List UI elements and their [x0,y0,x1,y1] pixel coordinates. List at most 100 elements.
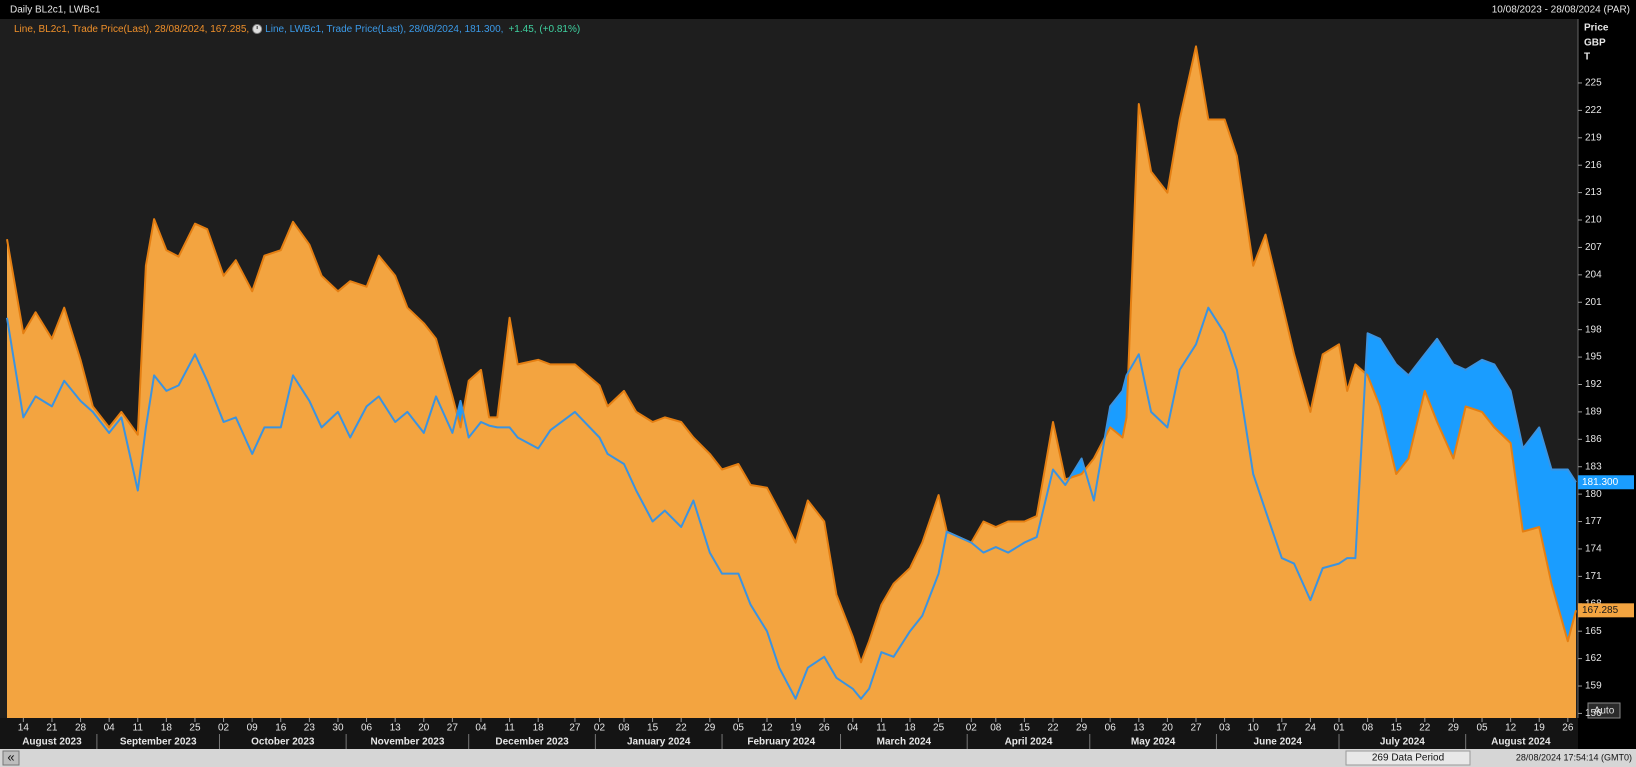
month-label: June 2024 [1254,737,1303,748]
plot-layer [6,45,1577,718]
month-label: August 2023 [22,737,82,748]
month-label: July 2024 [1380,737,1425,748]
timestamp: 28/08/2024 17:54:14 (GMT0) [1516,752,1632,762]
x-tick-label: 06 [361,723,373,734]
x-tick-label: 08 [618,723,630,734]
chart-title: Daily BL2c1, LWBc1 [10,5,101,16]
x-tick-label: 18 [161,723,173,734]
x-tick-label: 11 [504,723,515,734]
nav-button-label[interactable]: « [7,749,14,764]
change-label: +1.45, (+0.81%) [508,24,580,35]
x-tick-label: 28 [75,723,87,734]
y-tick-label: 165 [1585,626,1602,637]
y-tick-label: 162 [1585,653,1602,664]
x-tick-label: 06 [1105,723,1117,734]
x-tick-label: 09 [247,723,259,734]
y-tick-label: 186 [1585,434,1602,445]
nav-button[interactable] [2,750,20,766]
x-tick-label: 05 [1476,723,1488,734]
x-tick-label: 03 [1219,723,1231,734]
y-tick-label: 159 [1585,681,1602,692]
x-tick-label: 02 [594,723,606,734]
y-tick-label: 213 [1585,187,1602,198]
x-tick-label: 20 [418,723,430,734]
data-period-box [1345,750,1471,766]
last-value-tag [1578,475,1634,490]
y-tick-label: 195 [1585,352,1602,363]
x-tick-label: 15 [1391,723,1403,734]
month-label: August 2024 [1491,737,1551,748]
x-tick-label: 22 [676,723,688,734]
x-tick-label: 18 [904,723,916,734]
x-tick-label: 04 [475,723,487,734]
y-tick-label: 171 [1585,571,1602,582]
x-tick-label: 04 [104,723,116,734]
y-tick-label: 216 [1585,160,1602,171]
x-tick-label: 29 [1448,723,1460,734]
x-tick-label: 23 [304,723,316,734]
series-line [6,306,1577,700]
y-tick-label: 183 [1585,461,1602,472]
x-tick-label: 15 [647,723,659,734]
last-value-label: 181.300 [1582,477,1619,488]
month-label: November 2023 [370,737,444,748]
status-bar [0,749,1636,767]
y-tick-label: 225 [1585,78,1602,89]
month-label: December 2023 [495,737,569,748]
x-tick-label: 08 [990,723,1002,734]
area-fill [7,46,1576,718]
y-tick-label: 177 [1585,516,1602,527]
x-tick-label: 19 [1534,723,1546,734]
x-tick-label: 02 [218,723,230,734]
x-tick-label: 02 [966,723,978,734]
y-tick-label: 219 [1585,132,1602,143]
auto-button-label[interactable]: Auto [1594,706,1615,717]
x-tick-label: 11 [876,723,887,734]
x-tick-label: 04 [847,723,859,734]
y-tick-label: 192 [1585,379,1602,390]
y-tick-label: 198 [1585,324,1602,335]
x-tick-label: 11 [133,723,144,734]
month-label: March 2024 [877,737,932,748]
month-label: May 2024 [1131,737,1176,748]
y-tick-label: 210 [1585,215,1602,226]
month-label: January 2024 [627,737,691,748]
y-tick-label: 201 [1585,297,1602,308]
y-tick-label: 189 [1585,407,1602,418]
y-axis-label: T [1584,52,1590,63]
x-tick-label: 13 [390,723,402,734]
chart-subtitle: 10/08/2023 - 28/08/2024 (PAR) [1492,5,1630,16]
x-tick-label: 27 [569,723,581,734]
x-tick-label: 22 [1047,723,1059,734]
x-tick-label: 12 [1505,723,1517,734]
x-tick-label: 18 [533,723,545,734]
y-tick-label: 207 [1585,242,1602,253]
legend-entry: Line, LWBc1, Trade Price(Last), 28/08/20… [265,24,503,35]
y-axis-label: Price [1584,23,1609,34]
x-tick-label: 24 [1305,723,1317,734]
data-period: 269 Data Period [1372,753,1444,764]
x-tick-label: 20 [1162,723,1174,734]
x-tick-label: 19 [790,723,802,734]
x-tick-label: 05 [733,723,745,734]
y-tick-label: 174 [1585,544,1602,555]
month-label: February 2024 [747,737,815,748]
x-tick-label: 27 [447,723,459,734]
last-value-label: 167.285 [1582,605,1619,616]
x-tick-label: 30 [332,723,344,734]
series-line [6,45,1577,664]
y-tick-label: 180 [1585,489,1602,500]
y-tick-label: 156 [1585,708,1602,719]
x-tick-label: 01 [1333,723,1345,734]
legend: Line, BL2c1, Trade Price(Last), 28/08/20… [14,24,580,35]
y-tick-label: 204 [1585,269,1602,280]
x-tick-label: 15 [1019,723,1031,734]
x-tick-label: 16 [275,723,287,734]
x-tick-label: 29 [1076,723,1088,734]
legend-entry: Line, BL2c1, Trade Price(Last), 28/08/20… [14,24,249,35]
x-tick-label: 14 [18,723,30,734]
month-label: September 2023 [120,737,197,748]
auto-button[interactable] [1587,702,1621,719]
